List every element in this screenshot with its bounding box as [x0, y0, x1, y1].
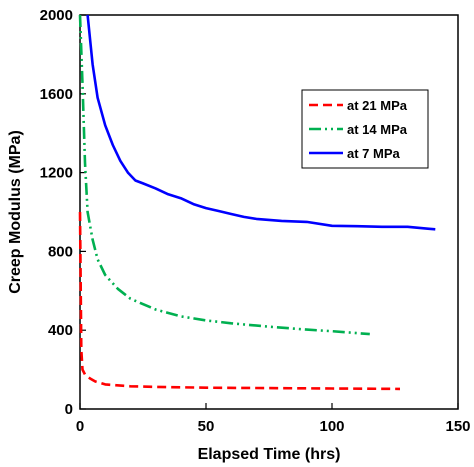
- y-tick-label: 800: [48, 243, 73, 260]
- x-tick-label: 100: [319, 418, 344, 435]
- plot-area: [79, 14, 459, 410]
- x-tick-label: 50: [198, 418, 215, 435]
- legend: at 21 MPa at 14 MPa at 7 MPa: [301, 89, 429, 169]
- legend-label: at 7 MPa: [347, 146, 401, 161]
- x-axis-title: Elapsed Time (hrs): [198, 446, 341, 463]
- series-line-at-21-mpa: [78, 211, 401, 391]
- series-layer: [78, 14, 436, 391]
- y-axis-title: Creep Modulus (MPa): [7, 130, 24, 294]
- x-tick-label: 0: [76, 418, 84, 435]
- legend-box: [301, 89, 429, 169]
- legend-label: at 14 MPa: [347, 122, 408, 137]
- series-line-at-14-mpa: [78, 14, 370, 336]
- y-tick-label: 400: [48, 322, 73, 339]
- y-tick-label: 1200: [40, 165, 73, 182]
- x-tick-label: 150: [445, 418, 470, 435]
- x-axis-ticks: 0 50 100 150: [76, 403, 471, 435]
- legend-label: at 21 MPa: [347, 98, 408, 113]
- y-tick-label: 0: [65, 401, 73, 418]
- y-axis-ticks: 0 400 800 1200 1600 2000: [40, 7, 86, 418]
- y-tick-label: 2000: [40, 7, 73, 24]
- series-line-at-7-mpa: [86, 14, 436, 231]
- y-tick-label: 1600: [40, 86, 73, 103]
